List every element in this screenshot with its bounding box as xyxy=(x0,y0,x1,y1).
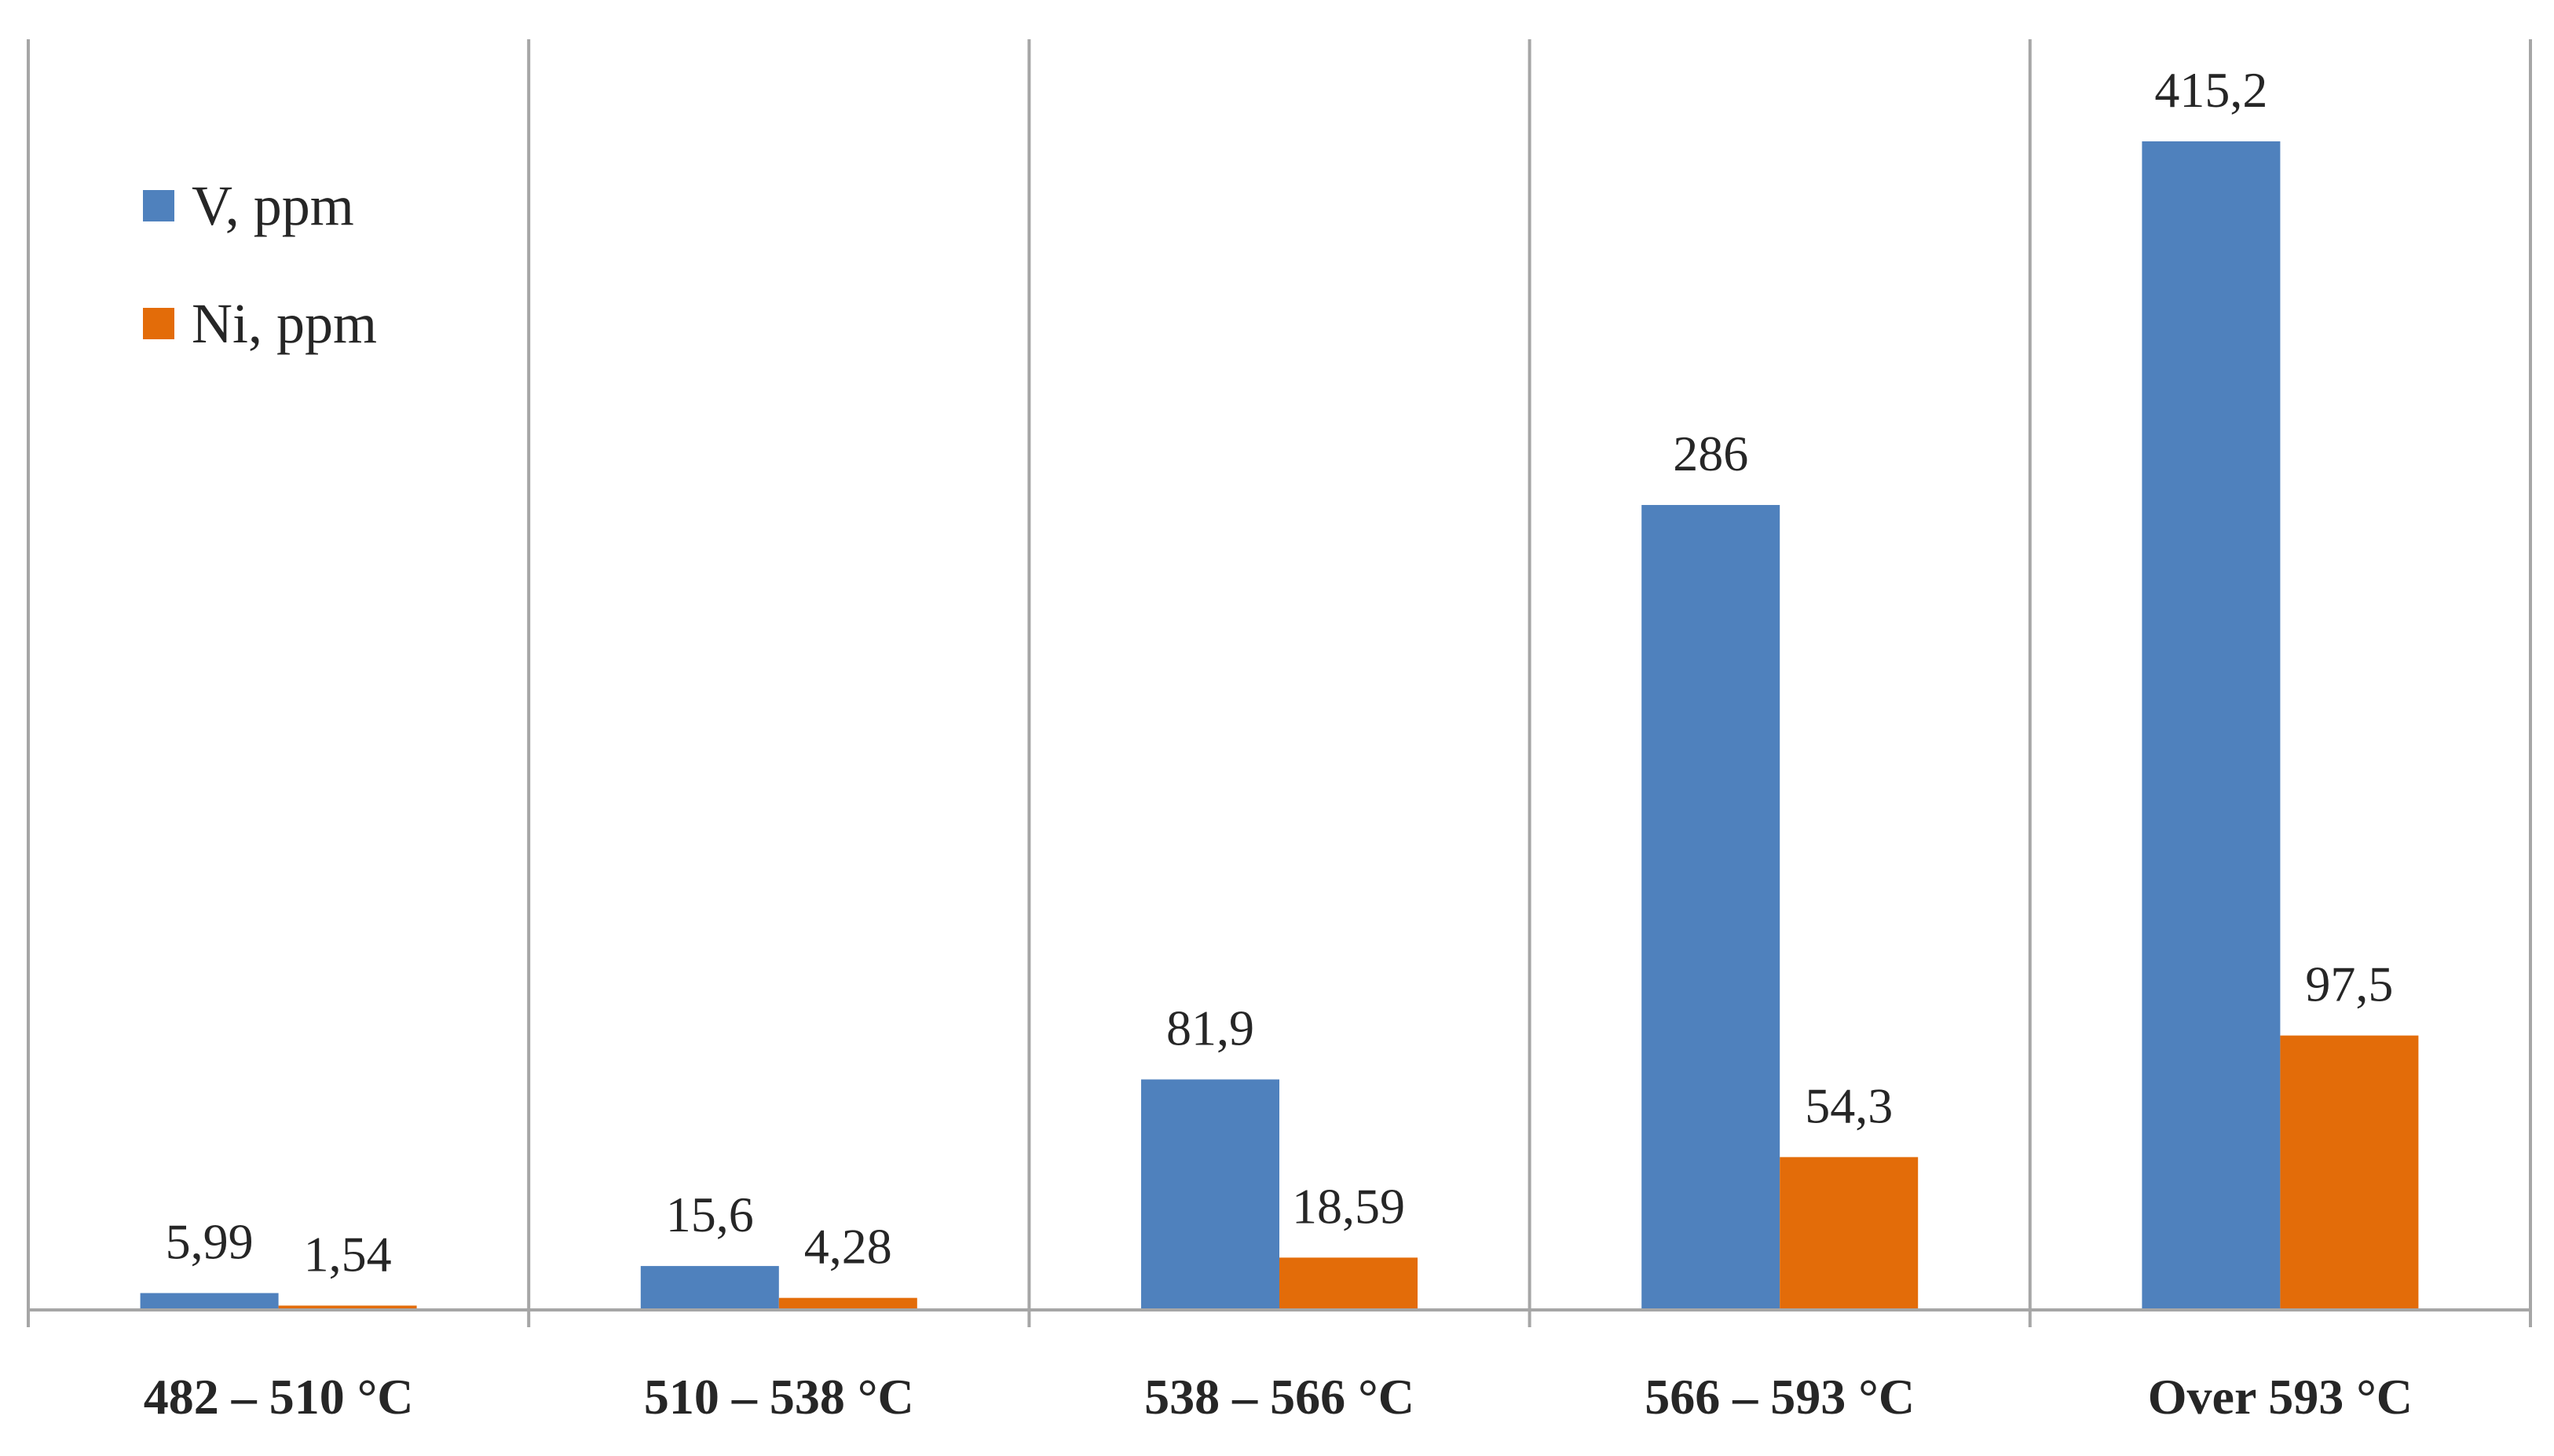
bar-ni xyxy=(1780,1157,1919,1310)
data-label-ni: 54,3 xyxy=(1805,1077,1893,1133)
bar-v xyxy=(1641,505,1780,1310)
legend-label: V, ppm xyxy=(192,174,354,237)
data-label-ni: 97,5 xyxy=(2305,957,2393,1012)
legend-swatch xyxy=(143,190,174,221)
data-label-ni: 1,54 xyxy=(304,1226,392,1282)
bar-v xyxy=(1141,1079,1279,1310)
legend-label: Ni, ppm xyxy=(192,292,377,355)
category-label: 510 – 538 °C xyxy=(644,1369,914,1425)
bar-v xyxy=(2142,141,2281,1310)
data-label-ni: 18,59 xyxy=(1292,1178,1405,1234)
bar-ni xyxy=(278,1305,417,1310)
category-label: 538 – 566 °C xyxy=(1144,1369,1414,1425)
data-label-v: 15,6 xyxy=(666,1187,754,1242)
data-label-v: 5,99 xyxy=(166,1214,254,1270)
legend-swatch xyxy=(143,308,174,339)
bar-ni xyxy=(2280,1035,2419,1310)
category-label: 566 – 593 °C xyxy=(1645,1369,1915,1425)
bars xyxy=(140,141,2419,1310)
bar-v xyxy=(640,1266,779,1310)
bar-ni xyxy=(778,1297,917,1310)
value-labels: 5,99 1,54 15,6 4,28 81,9 18,59 286 54,3 415,2 97,… xyxy=(166,62,2394,1282)
data-label-v: 286 xyxy=(1673,426,1748,481)
data-label-ni: 4,28 xyxy=(804,1219,892,1275)
category-separators xyxy=(27,39,2532,1327)
data-label-v: 415,2 xyxy=(2154,62,2267,118)
category-labels: 482 – 510 °C 510 – 538 °C 538 – 566 °C 566 … xyxy=(144,1369,2413,1425)
data-label-v: 81,9 xyxy=(1166,1000,1254,1055)
category-label: 482 – 510 °C xyxy=(144,1369,414,1425)
bar-v xyxy=(140,1293,279,1310)
category-label: Over 593 °C xyxy=(2148,1369,2413,1425)
legend: V, ppm Ni, ppm xyxy=(143,174,377,355)
bar-ni xyxy=(1279,1257,1418,1310)
